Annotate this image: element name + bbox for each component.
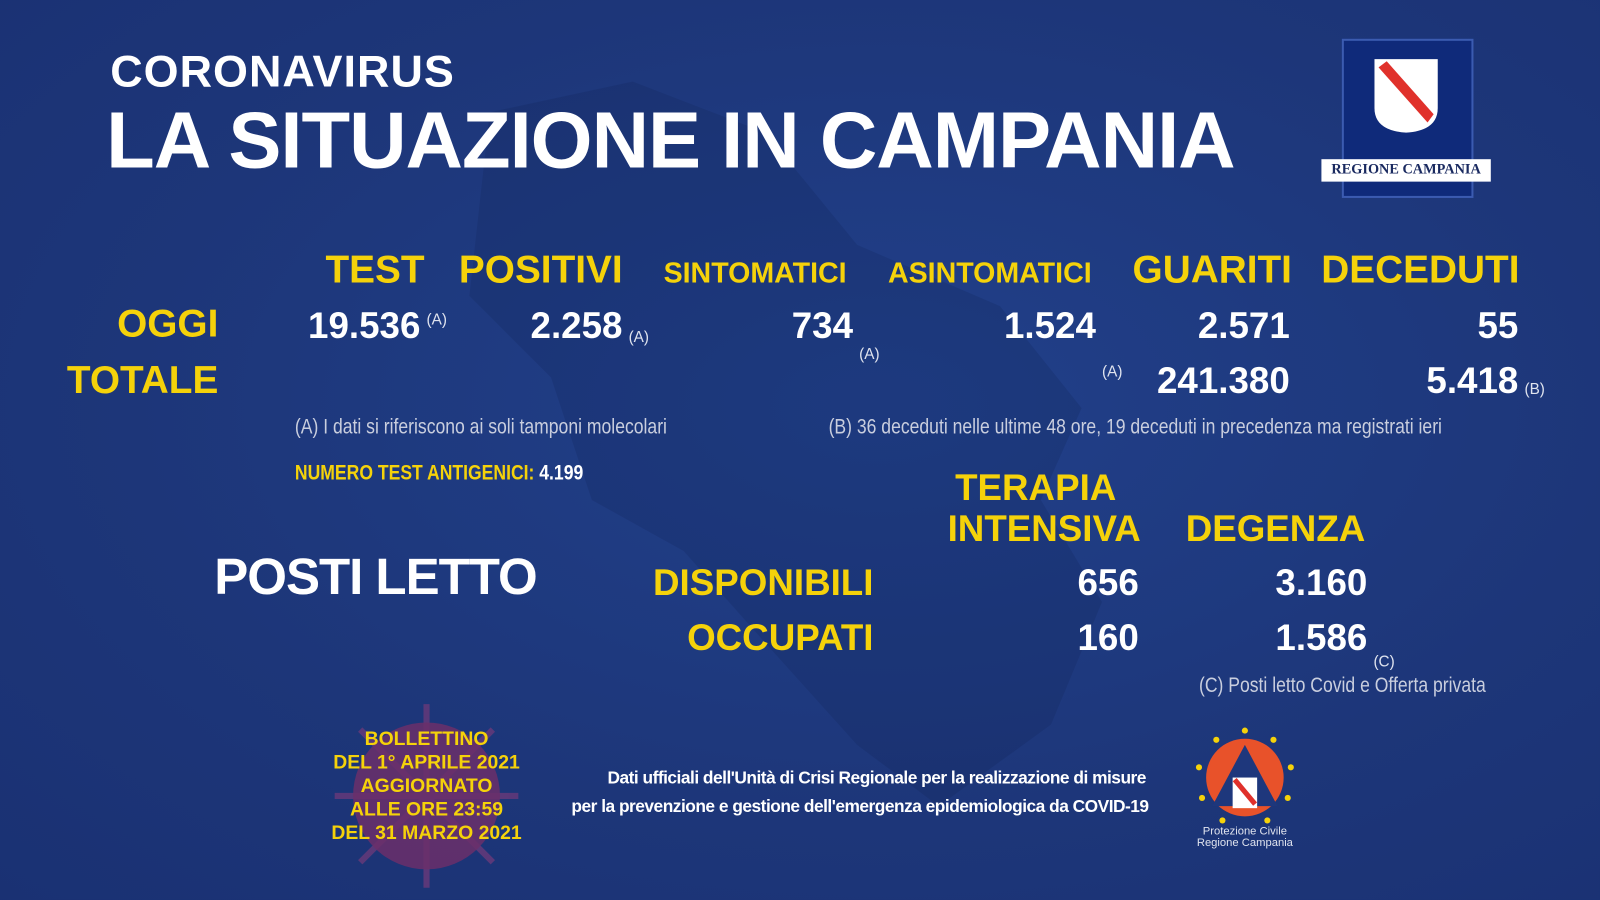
bulletin-line: ALLE ORE 23:59	[350, 798, 504, 821]
note-a: (A) I dati si riferiscono ai soli tampon…	[294, 415, 667, 439]
totale-deceduti: 5.418	[1426, 359, 1519, 402]
logo-text: REGIONE CAMPANIA	[1321, 159, 1491, 182]
protezione-civile-logo-icon	[1195, 727, 1294, 824]
beds-col-ti-line2: INTENSIVA	[947, 507, 1141, 549]
oggi-deceduti: 55	[1477, 304, 1519, 346]
campania-map-silhouette	[469, 81, 1103, 807]
row-totale-label: TOTALE	[66, 359, 219, 403]
bulletin-line: AGGIORNATO	[360, 775, 493, 797]
bulletin: BOLLETTINO DEL 1° APRILE 2021 AGGIORNATO…	[324, 728, 528, 845]
oggi-test: 19.536	[308, 304, 421, 346]
antigen-value: 4.199	[539, 461, 584, 485]
protezione-line1: Protezione Civile	[1202, 825, 1287, 838]
disponibili-degenza: 3.160	[1275, 561, 1368, 604]
coat-of-arms-icon	[1374, 59, 1438, 133]
col-guariti: GUARITI	[1132, 248, 1292, 292]
oggi-sintomatici-note: (A)	[859, 345, 880, 364]
regione-logo: REGIONE CAMPANIA	[1321, 38, 1491, 198]
bulletin-line: BOLLETTINO	[364, 728, 489, 750]
col-deceduti: DECEDUTI	[1321, 248, 1520, 292]
disponibili-ti: 656	[1077, 561, 1139, 604]
antigen-label: NUMERO TEST ANTIGENICI:	[294, 461, 535, 485]
antigen-row: NUMERO TEST ANTIGENICI: 4.199	[295, 461, 583, 485]
oggi-deceduti-note: (B)	[1524, 380, 1545, 398]
oggi-positivi-note: (A)	[628, 328, 649, 346]
oggi-sintomatici: 734	[791, 304, 854, 346]
page-title: LA SITUAZIONE IN CAMPANIA	[106, 94, 1236, 185]
note-c: (C) Posti letto Covid e Offerta privata	[1198, 673, 1486, 697]
col-test: TEST	[325, 248, 425, 292]
oggi-test-note: (A)	[426, 311, 447, 329]
protezione-line2: Regione Campania	[1196, 836, 1293, 849]
occupati-ti: 160	[1077, 616, 1139, 659]
protezione-civile-text: Protezione Civile Regione Campania	[1173, 825, 1316, 849]
totale-guariti: 241.380	[1156, 359, 1290, 402]
oggi-asintomatici-note: (A)	[1102, 363, 1123, 381]
oggi-asintomatici: 1.524	[1003, 304, 1096, 346]
beds-title: POSTI LETTO	[214, 547, 537, 606]
disponibili-note: (C)	[1373, 653, 1395, 671]
oggi-positivi: 2.258	[530, 304, 623, 346]
footer-text: Dati ufficiali dell'Unità di Crisi Regio…	[571, 764, 1149, 821]
beds-col-ti-line1: TERAPIA	[955, 466, 1117, 509]
oggi-guariti: 2.571	[1197, 304, 1290, 346]
beds-col-degenza: DEGENZA	[1185, 507, 1366, 549]
beds-col-ti: TERAPIA INTENSIVA	[918, 467, 1153, 549]
occupati-label: OCCUPATI	[687, 616, 874, 659]
note-b: (B) 36 deceduti nelle ultime 48 ore, 19 …	[828, 415, 1442, 439]
bulletin-line: DEL 31 MARZO 2021	[331, 822, 522, 844]
virus-icon	[334, 704, 519, 888]
col-positivi: POSITIVI	[458, 248, 623, 292]
row-oggi-label: OGGI	[117, 303, 219, 346]
disponibili-label: DISPONIBILI	[653, 561, 874, 604]
bulletin-line: DEL 1° APRILE 2021	[333, 752, 520, 774]
occupati-degenza: 1.586	[1275, 616, 1368, 659]
col-sintomatici: SINTOMATICI	[663, 257, 847, 289]
kicker: CORONAVIRUS	[110, 46, 455, 97]
footer-line2: per la prevenzione e gestione dell'emerg…	[571, 796, 1149, 817]
col-asintomatici: ASINTOMATICI	[887, 257, 1092, 289]
footer-line1: Dati ufficiali dell'Unità di Crisi Regio…	[607, 768, 1146, 788]
